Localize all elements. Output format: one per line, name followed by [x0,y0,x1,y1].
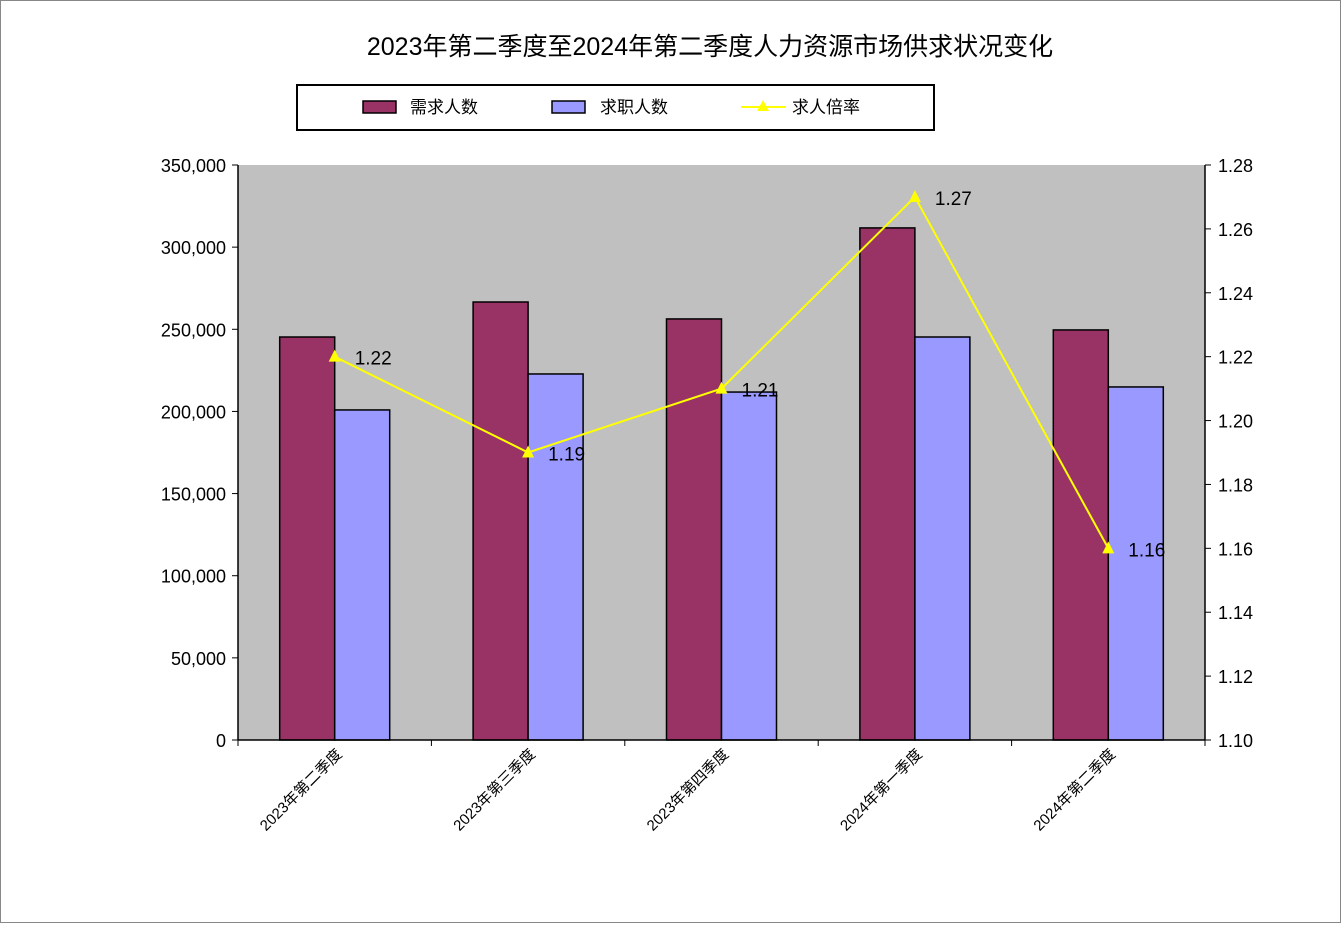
legend: 需求人数 求职人数 求人倍率 [296,84,935,131]
y-tick-label-left: 0 [216,731,226,751]
bar-supply [1107,386,1165,741]
y-tick-label-right: 1.24 [1218,284,1253,304]
y-tick-label-left: 300,000 [161,238,226,258]
bar-demand [472,301,529,741]
bar-demand [665,318,723,741]
legend-label-ratio: 求人倍率 [792,98,860,117]
ratio-data-label: 1.19 [548,445,585,466]
bar-demand [1052,329,1110,741]
legend-label-supply: 求职人数 [600,98,668,117]
ratio-marker [908,189,921,202]
y-tick-label-left: 50,000 [171,649,226,669]
ratio-data-label: 1.21 [742,381,779,402]
legend-label-demand: 需求人数 [410,98,478,117]
y-tick-label-left: 200,000 [161,402,226,422]
bar-supply [914,336,971,741]
y-tick-label-right: 1.26 [1218,220,1253,240]
chart-title: 2023年第二季度至2024年第二季度人力资源市场供求状况变化 [367,33,1053,61]
y-tick-label-right: 1.28 [1218,156,1253,176]
ratio-marker [328,349,341,362]
bar-supply [333,409,391,741]
ratio-data-label: 1.27 [935,189,972,210]
bar-demand [859,227,916,741]
legend-box [296,84,935,131]
bar-demand [278,336,336,741]
bar-supply [720,391,778,741]
bar-supply [527,373,584,741]
legend-swatch-demand [362,100,397,114]
y-tick-label-right: 1.14 [1218,603,1253,623]
y-tick-label-right: 1.12 [1218,667,1253,687]
y-tick-label-right: 1.16 [1218,539,1253,559]
legend-swatch-supply [551,100,586,114]
y-tick-label-right: 1.22 [1218,348,1253,368]
y-tick-label-left: 150,000 [161,485,226,505]
ratio-marker [715,381,728,394]
y-tick-label-right: 1.20 [1218,412,1253,432]
ratio-data-label: 1.16 [1128,540,1165,561]
y-tick-label-right: 1.18 [1218,475,1253,495]
y-tick-label-left: 250,000 [161,320,226,340]
legend-marker-ratio [757,100,769,111]
ratio-data-label: 1.22 [355,349,392,370]
ratio-marker [522,445,535,458]
ratio-marker [1102,541,1115,554]
y-tick-label-left: 100,000 [161,567,226,587]
y-tick-label-left: 350,000 [161,156,226,176]
y-tick-label-right: 1.10 [1218,731,1253,751]
